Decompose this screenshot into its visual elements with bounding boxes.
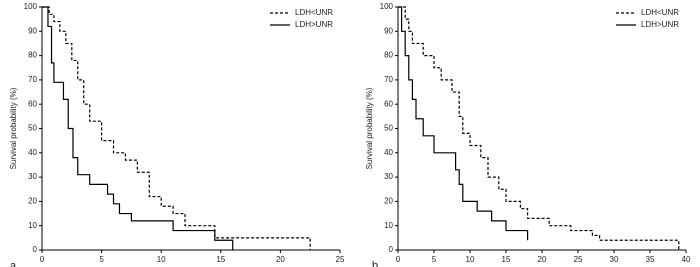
y-tick-label: 20 xyxy=(28,197,37,206)
legend-label: LDH<UNR xyxy=(295,8,333,17)
y-tick-label: 100 xyxy=(380,2,394,11)
x-tick-label: 20 xyxy=(538,255,547,264)
survival-curve xyxy=(42,6,311,250)
x-tick-label: 25 xyxy=(336,255,345,264)
x-tick-label: 15 xyxy=(502,255,511,264)
y-tick-label: 20 xyxy=(384,197,393,206)
x-tick-label: 35 xyxy=(646,255,655,264)
y-tick-label: 30 xyxy=(28,172,37,181)
y-axis-label: Survival probability (%) xyxy=(365,87,374,169)
y-tick-label: 60 xyxy=(384,99,393,108)
panel-label: b xyxy=(372,260,378,267)
y-tick-label: 40 xyxy=(384,148,393,157)
y-tick-label: 0 xyxy=(389,245,394,254)
x-tick-label: 15 xyxy=(216,255,225,264)
panel-label: a xyxy=(10,260,17,267)
x-tick-label: 40 xyxy=(682,255,691,264)
y-tick-label: 80 xyxy=(384,51,393,60)
y-tick-label: 100 xyxy=(24,2,38,11)
x-tick-label: 25 xyxy=(574,255,583,264)
y-tick-label: 60 xyxy=(28,99,37,108)
x-tick-label: 5 xyxy=(432,255,437,264)
y-tick-label: 30 xyxy=(384,172,393,181)
y-tick-label: 50 xyxy=(28,124,37,133)
legend-label: LDH>UNR xyxy=(641,20,679,29)
y-tick-label: 90 xyxy=(28,26,37,35)
y-tick-label: 90 xyxy=(384,26,393,35)
y-tick-label: 40 xyxy=(28,148,37,157)
y-axis-label: Survival probability (%) xyxy=(9,87,18,169)
legend-label: LDH>UNR xyxy=(295,20,333,29)
y-tick-label: 0 xyxy=(33,245,38,254)
x-tick-label: 10 xyxy=(157,255,166,264)
y-tick-label: 50 xyxy=(384,124,393,133)
x-tick-label: 5 xyxy=(99,255,104,264)
x-tick-label: 10 xyxy=(466,255,475,264)
x-tick-label: 30 xyxy=(610,255,619,264)
y-tick-label: 70 xyxy=(28,75,37,84)
y-tick-label: 10 xyxy=(28,221,37,230)
survival-curve xyxy=(42,6,234,250)
y-tick-label: 80 xyxy=(28,51,37,60)
x-tick-label: 0 xyxy=(40,255,45,264)
survival-curve xyxy=(398,6,680,250)
x-tick-label: 20 xyxy=(276,255,285,264)
y-tick-label: 10 xyxy=(384,221,393,230)
legend-label: LDH<UNR xyxy=(641,8,679,17)
x-tick-label: 0 xyxy=(396,255,401,264)
y-tick-label: 70 xyxy=(384,75,393,84)
survival-curve xyxy=(398,6,529,241)
